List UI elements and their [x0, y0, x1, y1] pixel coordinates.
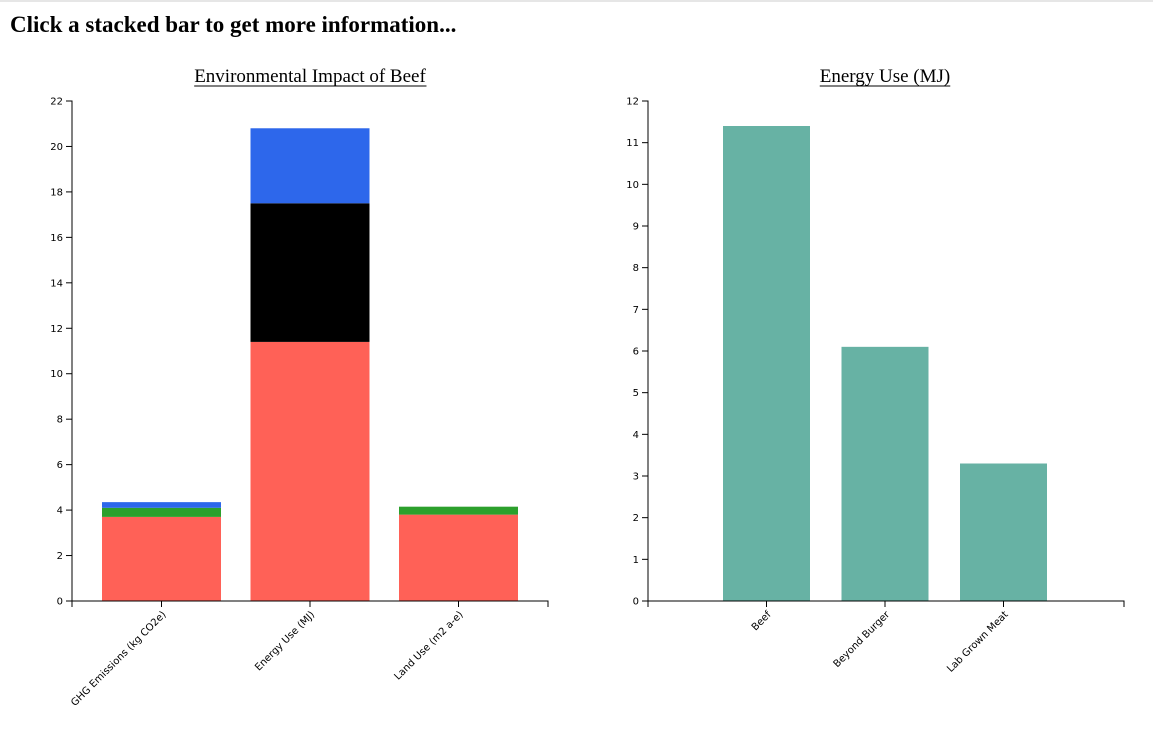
y-axis: 0 2 4 6 8 10 12 14 16 18 20 22 [50, 97, 73, 608]
environmental-impact-chart: Environmental Impact of Beef 0 2 4 6 8 10 12 14… [50, 66, 549, 709]
y-tick-label: 6 [633, 347, 639, 358]
bars [723, 126, 1047, 601]
x-tick-label: GHG Emissions (kg CO2e) [69, 609, 168, 708]
y-tick-label: 8 [57, 415, 63, 426]
bar-2 [841, 346, 929, 601]
stacked-bar-segment-3-2[interactable] [399, 506, 518, 515]
y-tick-label: 12 [50, 324, 63, 335]
stacked-bar-segment-2-1[interactable] [250, 341, 370, 601]
stacked-bar-segment-1-1[interactable] [102, 516, 221, 601]
chart-title: Energy Use (MJ) [820, 66, 951, 87]
y-tick-label: 7 [633, 305, 639, 316]
y-tick-label: 10 [626, 180, 639, 191]
y-tick-label: 1 [633, 555, 639, 566]
stacked-bar-segment-2-3[interactable] [250, 203, 370, 342]
y-tick-label: 2 [57, 551, 63, 562]
y-tick-label: 2 [633, 513, 639, 524]
x-axis: GHG Emissions (kg CO2e) Energy Use (MJ) La… [69, 600, 549, 709]
y-tick-label: 11 [626, 138, 639, 149]
x-tick-label: Lab Grown Meat [945, 609, 1010, 674]
y-tick-label: 8 [633, 263, 639, 274]
y-tick-label: 9 [633, 222, 639, 233]
x-tick-label: Beyond Burger [832, 609, 893, 670]
y-tick-label: 10 [50, 369, 63, 380]
stacked-bar-segment-2-4[interactable] [250, 128, 370, 204]
x-axis: Beef Beyond Burger Lab Grown Meat [647, 600, 1125, 675]
y-tick-label: 22 [50, 97, 63, 108]
y-axis-line [66, 100, 73, 602]
stacked-bar-segment-1-2[interactable] [102, 507, 221, 517]
y-tick-label: 5 [633, 388, 639, 399]
stacked-bars[interactable] [102, 128, 518, 601]
y-tick-label: 16 [50, 233, 63, 244]
y-tick-label: 0 [57, 597, 63, 608]
stacked-bar-segment-3-1[interactable] [399, 514, 518, 601]
x-tick-label: Beef [750, 609, 774, 633]
stacked-bar-segment-1-4[interactable] [102, 502, 221, 508]
y-tick-label: 3 [633, 472, 639, 483]
bar-3 [960, 463, 1047, 601]
y-tick-label: 20 [50, 142, 63, 153]
bar-1 [723, 126, 810, 601]
x-tick-label: Energy Use (MJ) [253, 609, 317, 673]
y-tick-label: 4 [57, 506, 63, 517]
x-axis-line [647, 600, 1125, 607]
y-tick-label: 12 [626, 97, 639, 108]
y-tick-label: 0 [633, 597, 639, 608]
top-divider [0, 0, 1153, 2]
x-tick-label: Land Use (m2 a-e) [393, 609, 466, 682]
page-headline: Click a stacked bar to get more informat… [10, 12, 457, 37]
y-tick-label: 14 [50, 278, 63, 289]
y-tick-label: 18 [50, 187, 63, 198]
y-tick-label: 4 [633, 430, 639, 441]
y-tick-label: 6 [57, 460, 63, 471]
chart-title: Environmental Impact of Beef [194, 66, 426, 87]
